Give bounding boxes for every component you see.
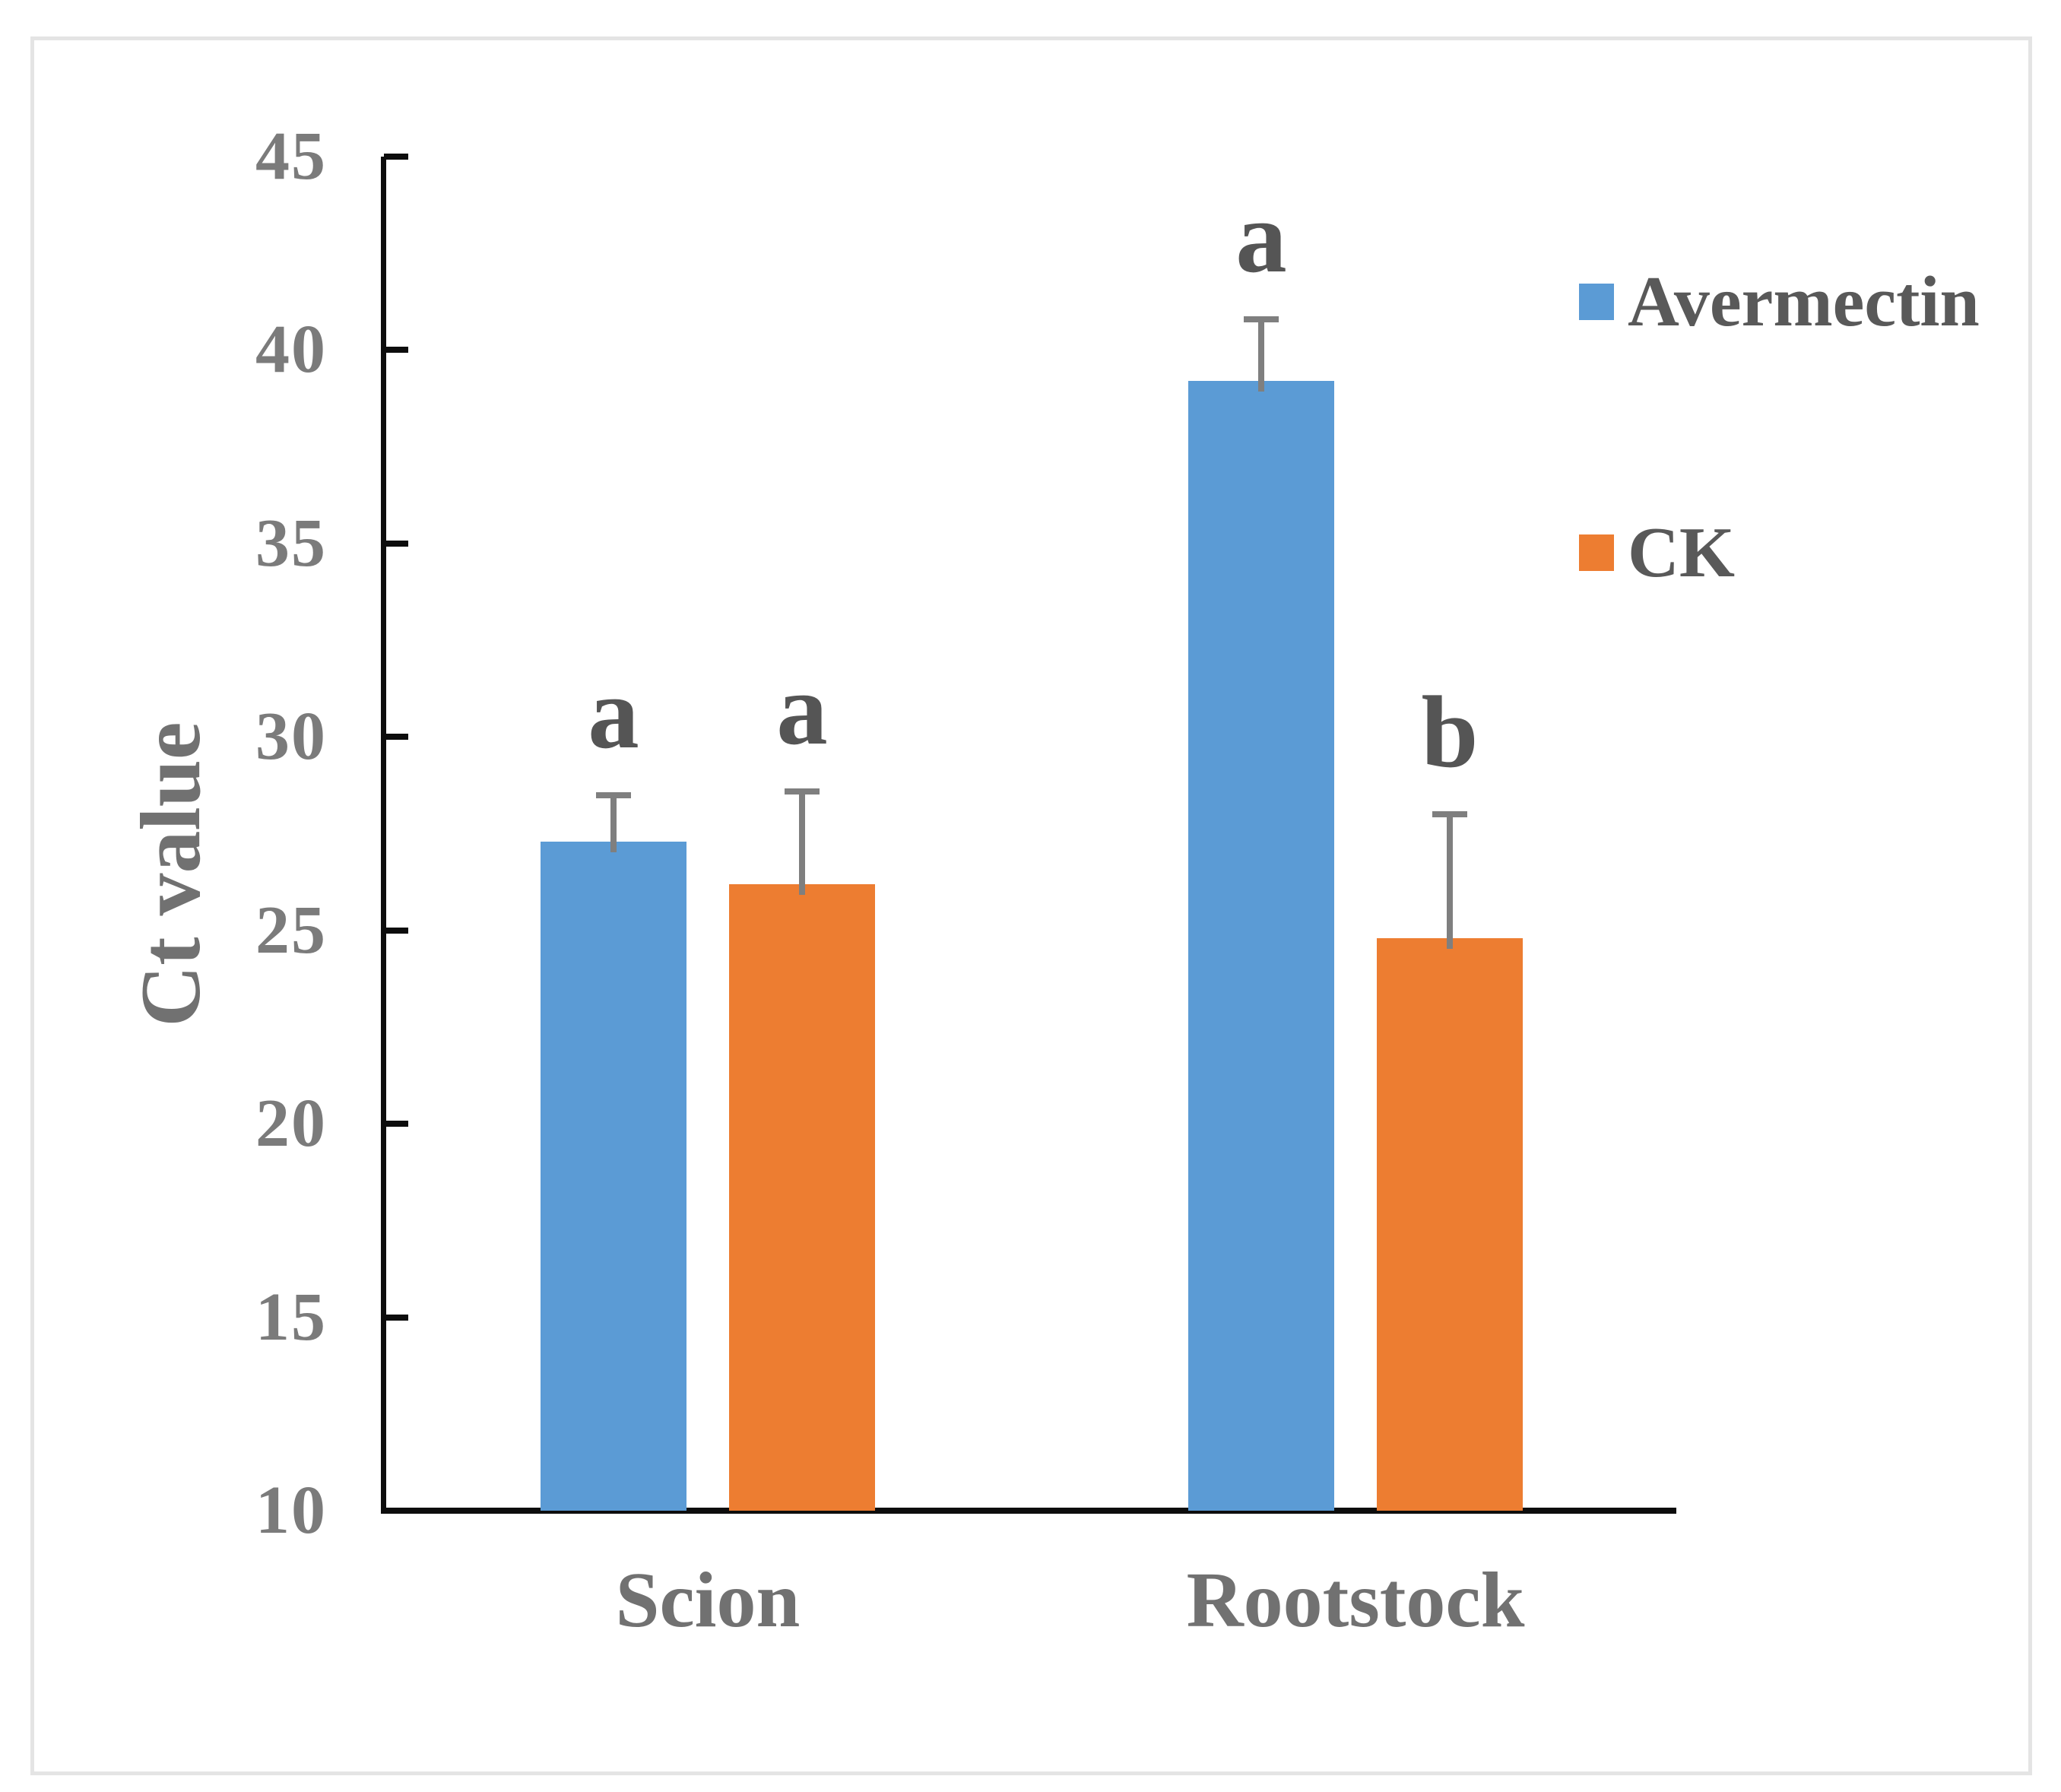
y-tick-label: 25 (255, 892, 327, 968)
x-category-label-scion: Scion (615, 1556, 801, 1644)
error-bar-cap (1244, 316, 1279, 322)
bar-avermectin-rootstock (1188, 381, 1334, 1511)
error-bar-cap (1432, 811, 1467, 818)
legend-swatch-avermectin (1579, 284, 1614, 320)
y-tick-mark (384, 1314, 408, 1321)
bar-avermectin-scion (541, 841, 686, 1511)
y-tick-label: 45 (255, 119, 327, 194)
y-tick-label: 30 (255, 699, 327, 775)
error-bar-cap (785, 788, 820, 795)
error-bar-stem (799, 791, 805, 895)
y-tick-label: 10 (255, 1473, 327, 1548)
y-tick-label: 15 (255, 1279, 327, 1355)
significance-letter: a (588, 656, 639, 770)
significance-letter: a (1235, 180, 1287, 294)
legend-label-avermectin: Avermectin (1628, 262, 1980, 341)
y-tick-label: 35 (255, 505, 327, 581)
figure-border-frame (30, 36, 2032, 1775)
bar-ck-scion (729, 883, 875, 1511)
x-axis-line (381, 1508, 1676, 1514)
y-axis-line (381, 157, 386, 1514)
significance-letter: a (776, 652, 828, 766)
y-tick-mark (384, 154, 408, 160)
error-bar-cap (596, 791, 631, 798)
legend-swatch-ck (1579, 534, 1614, 571)
y-tick-mark (384, 540, 408, 547)
y-tick-mark (384, 347, 408, 354)
y-tick-mark (384, 734, 408, 741)
legend-item-avermectin: Avermectin (1579, 266, 1980, 338)
y-tick-mark (384, 927, 408, 934)
error-bar-stem (1258, 319, 1264, 392)
legend-item-ck: CK (1579, 517, 1735, 588)
error-bar-stem (610, 795, 617, 852)
legend-label-ck: CK (1628, 513, 1735, 592)
error-bar-stem (1447, 814, 1453, 949)
y-tick-label: 40 (255, 312, 327, 388)
significance-letter: b (1421, 676, 1479, 790)
x-category-label-rootstock: Rootstock (1186, 1556, 1525, 1644)
y-tick-mark (384, 1121, 408, 1128)
bar-ck-rootstock (1377, 937, 1523, 1511)
y-tick-label: 20 (255, 1086, 327, 1162)
